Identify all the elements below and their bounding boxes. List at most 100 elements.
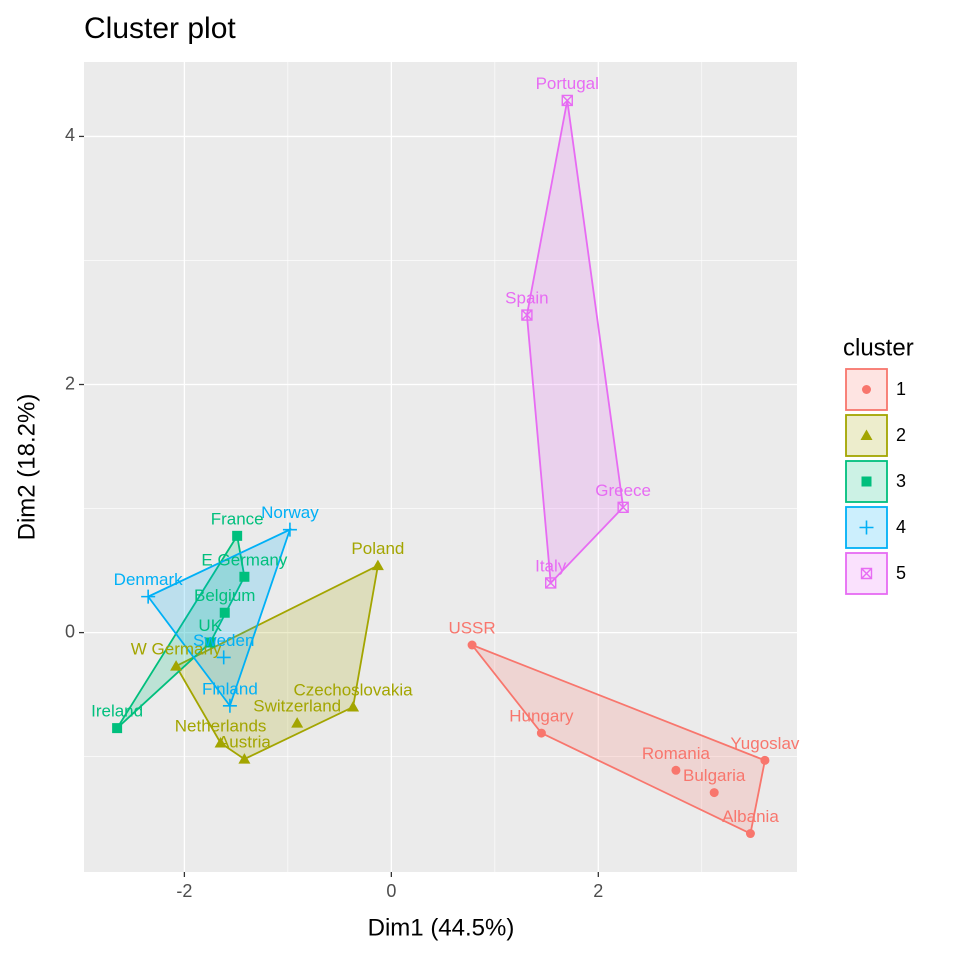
point: [617, 501, 629, 514]
point-shape: [214, 736, 227, 748]
point-shape: [238, 753, 251, 764]
point-shape: [536, 728, 546, 738]
point-shape: [232, 530, 243, 541]
point-shape: [671, 765, 681, 775]
cluster-hull: [146, 527, 292, 708]
cluster-hull: [174, 564, 380, 761]
point: [859, 520, 874, 535]
point-label: USSR: [448, 618, 495, 637]
point-shape: [859, 520, 874, 535]
point-label: Finland: [202, 679, 258, 698]
point-label: Albania: [722, 807, 779, 826]
chart-title: Cluster plot: [84, 12, 236, 45]
point: [467, 640, 477, 650]
point: [671, 765, 681, 775]
point-shape: [170, 660, 183, 671]
legend-key: [845, 506, 888, 549]
point-label: Czechoslovakia: [294, 681, 414, 700]
point: [238, 753, 251, 764]
point: [347, 701, 360, 712]
point-label: Ireland: [91, 702, 143, 721]
point-label: Belgium: [194, 586, 255, 605]
point-shape: [862, 385, 871, 394]
point: [536, 728, 546, 738]
point-label: Sweden: [193, 631, 254, 650]
point-label: Bulgaria: [683, 766, 746, 785]
point-label: Netherlands: [175, 716, 267, 735]
legend-label: 4: [896, 517, 906, 537]
point-label: Portugal: [536, 74, 599, 93]
point-label: Switzerland: [253, 697, 341, 716]
point-shape: [141, 589, 156, 604]
point: [760, 755, 770, 765]
point-shape: [239, 571, 250, 582]
point-label: Greece: [595, 481, 651, 500]
point: [170, 660, 183, 671]
point-label: Romania: [642, 744, 711, 763]
plot-panel: [84, 62, 797, 872]
point: [282, 522, 297, 537]
point: [141, 589, 156, 604]
point-label: Poland: [351, 539, 404, 558]
point-shape: [561, 94, 573, 107]
point: [371, 559, 384, 571]
point-shape: [860, 429, 873, 440]
point-label: Norway: [261, 503, 319, 522]
point-label: Spain: [505, 289, 548, 308]
point-shape: [291, 717, 304, 728]
point-label: Austria: [218, 733, 271, 752]
point-shape: [205, 637, 216, 648]
point-label: Italy: [535, 556, 567, 575]
point-shape: [216, 650, 231, 665]
point-shape: [861, 476, 872, 487]
y-tick-label: 0: [65, 621, 75, 641]
x-tick-label: 2: [593, 881, 603, 901]
point: [291, 717, 304, 728]
point-label: W Germany: [131, 640, 222, 659]
point: [214, 736, 227, 748]
point-shape: [112, 723, 123, 734]
point-shape: [347, 701, 360, 712]
y-tick-label: 4: [65, 125, 75, 145]
legend-label: 3: [896, 471, 906, 491]
point: [219, 607, 230, 618]
point-shape: [282, 522, 297, 537]
legend-label: 2: [896, 425, 906, 445]
point-label: UK: [198, 616, 222, 635]
point-label: France: [211, 509, 264, 528]
point: [112, 723, 123, 734]
point-shape: [467, 640, 477, 650]
point: [205, 637, 216, 648]
point: [745, 829, 755, 839]
legend-title: cluster: [843, 334, 914, 361]
legend-key: [845, 414, 888, 457]
point-shape: [521, 309, 533, 321]
point-shape: [617, 501, 629, 514]
point-shape: [745, 829, 755, 839]
point: [860, 429, 873, 440]
y-axis-title: Dim2 (18.2%): [13, 394, 40, 541]
point: [232, 530, 243, 541]
points: USSR Hungary Romania Bulgaria Yugoslav Albani…: [91, 74, 800, 839]
y-tick-label: 2: [65, 373, 75, 393]
point-shape: [545, 577, 557, 589]
point: [521, 309, 533, 321]
point-shape: [709, 788, 719, 798]
point-shape: [219, 607, 230, 618]
point: [860, 567, 873, 580]
x-axis-title: Dim1 (44.5%): [368, 914, 515, 941]
point: [862, 385, 871, 394]
point-shape: [371, 559, 384, 571]
point-label: E Germany: [201, 550, 287, 569]
point: [239, 571, 250, 582]
point: [561, 94, 573, 107]
point-label: Denmark: [114, 570, 183, 589]
point-label: Hungary: [509, 707, 574, 726]
point-shape: [222, 698, 237, 713]
legend-label: 5: [896, 563, 906, 583]
x-tick-label: -2: [176, 881, 192, 901]
point-shape: [860, 567, 873, 580]
point-label: Yugoslav: [730, 734, 799, 753]
x-tick-label: 0: [386, 881, 396, 901]
